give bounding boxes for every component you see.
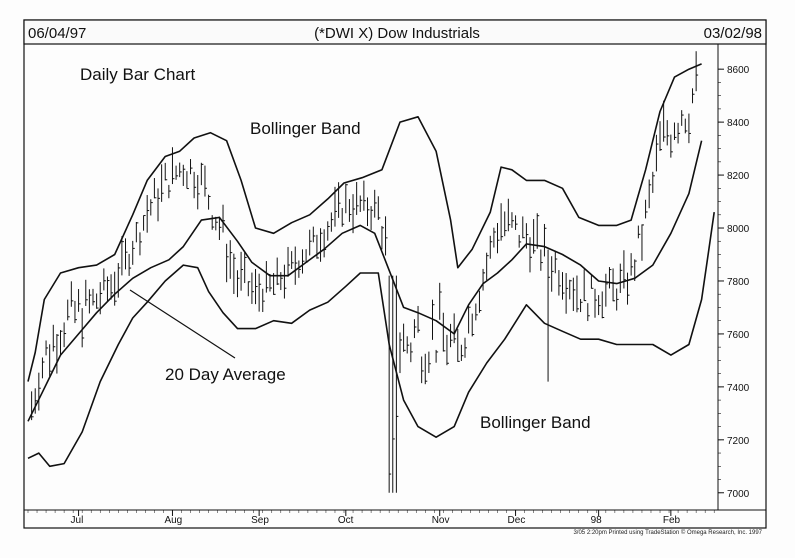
x-tick-label: Sep — [251, 515, 269, 526]
credit-line: 3/05 2:20pm Printed using TradeStation ©… — [573, 529, 762, 536]
lower-band-label: Bollinger Band — [480, 413, 591, 432]
y-tick-label: 7000 — [727, 489, 750, 500]
moving-average-pointer — [129, 289, 236, 359]
upper-band-label: Bollinger Band — [250, 119, 361, 138]
twenty-day-average-line — [27, 140, 703, 422]
price-bars-group — [31, 51, 699, 493]
x-tick-label: Oct — [338, 515, 354, 526]
header-strip — [23, 19, 767, 45]
y-tick-label: 7400 — [727, 383, 750, 394]
y-tick-label: 8000 — [727, 224, 750, 235]
x-tick-label: Nov — [432, 515, 450, 526]
end-date-label: 03/02/98 — [704, 25, 762, 42]
y-tick-label: 8400 — [727, 118, 750, 129]
x-tick-label: 98 — [591, 515, 603, 526]
x-tick-label: Aug — [164, 515, 182, 526]
moving-average-label: 20 Day Average — [165, 365, 286, 384]
y-tick-label: 7600 — [727, 330, 750, 341]
y-axis-ticks: 7000 7200 7400 7600 7800 8000 8200 8400 8600 — [718, 65, 750, 500]
daily-bar-chart-label: Daily Bar Chart — [80, 65, 196, 84]
y-tick-label: 8200 — [727, 171, 750, 182]
chart-frame — [23, 19, 767, 529]
lower-bollinger-band-line — [27, 211, 715, 468]
x-tick-label: Feb — [663, 515, 681, 526]
y-tick-label: 7200 — [727, 436, 750, 447]
indicator-lines-group — [27, 63, 715, 468]
y-tick-label: 7800 — [727, 277, 750, 288]
y-tick-label: 8600 — [727, 65, 750, 76]
x-tick-label: Dec — [508, 515, 526, 526]
x-tick-label: Jul — [71, 515, 84, 526]
upper-bollinger-band-line — [27, 63, 702, 382]
x-axis-ticks: Jul Aug Sep Oct Nov Dec 98 Feb — [27, 510, 715, 526]
chart-title: (*DWI X) Dow Industrials — [314, 25, 480, 42]
start-date-label: 06/04/97 — [28, 25, 86, 42]
